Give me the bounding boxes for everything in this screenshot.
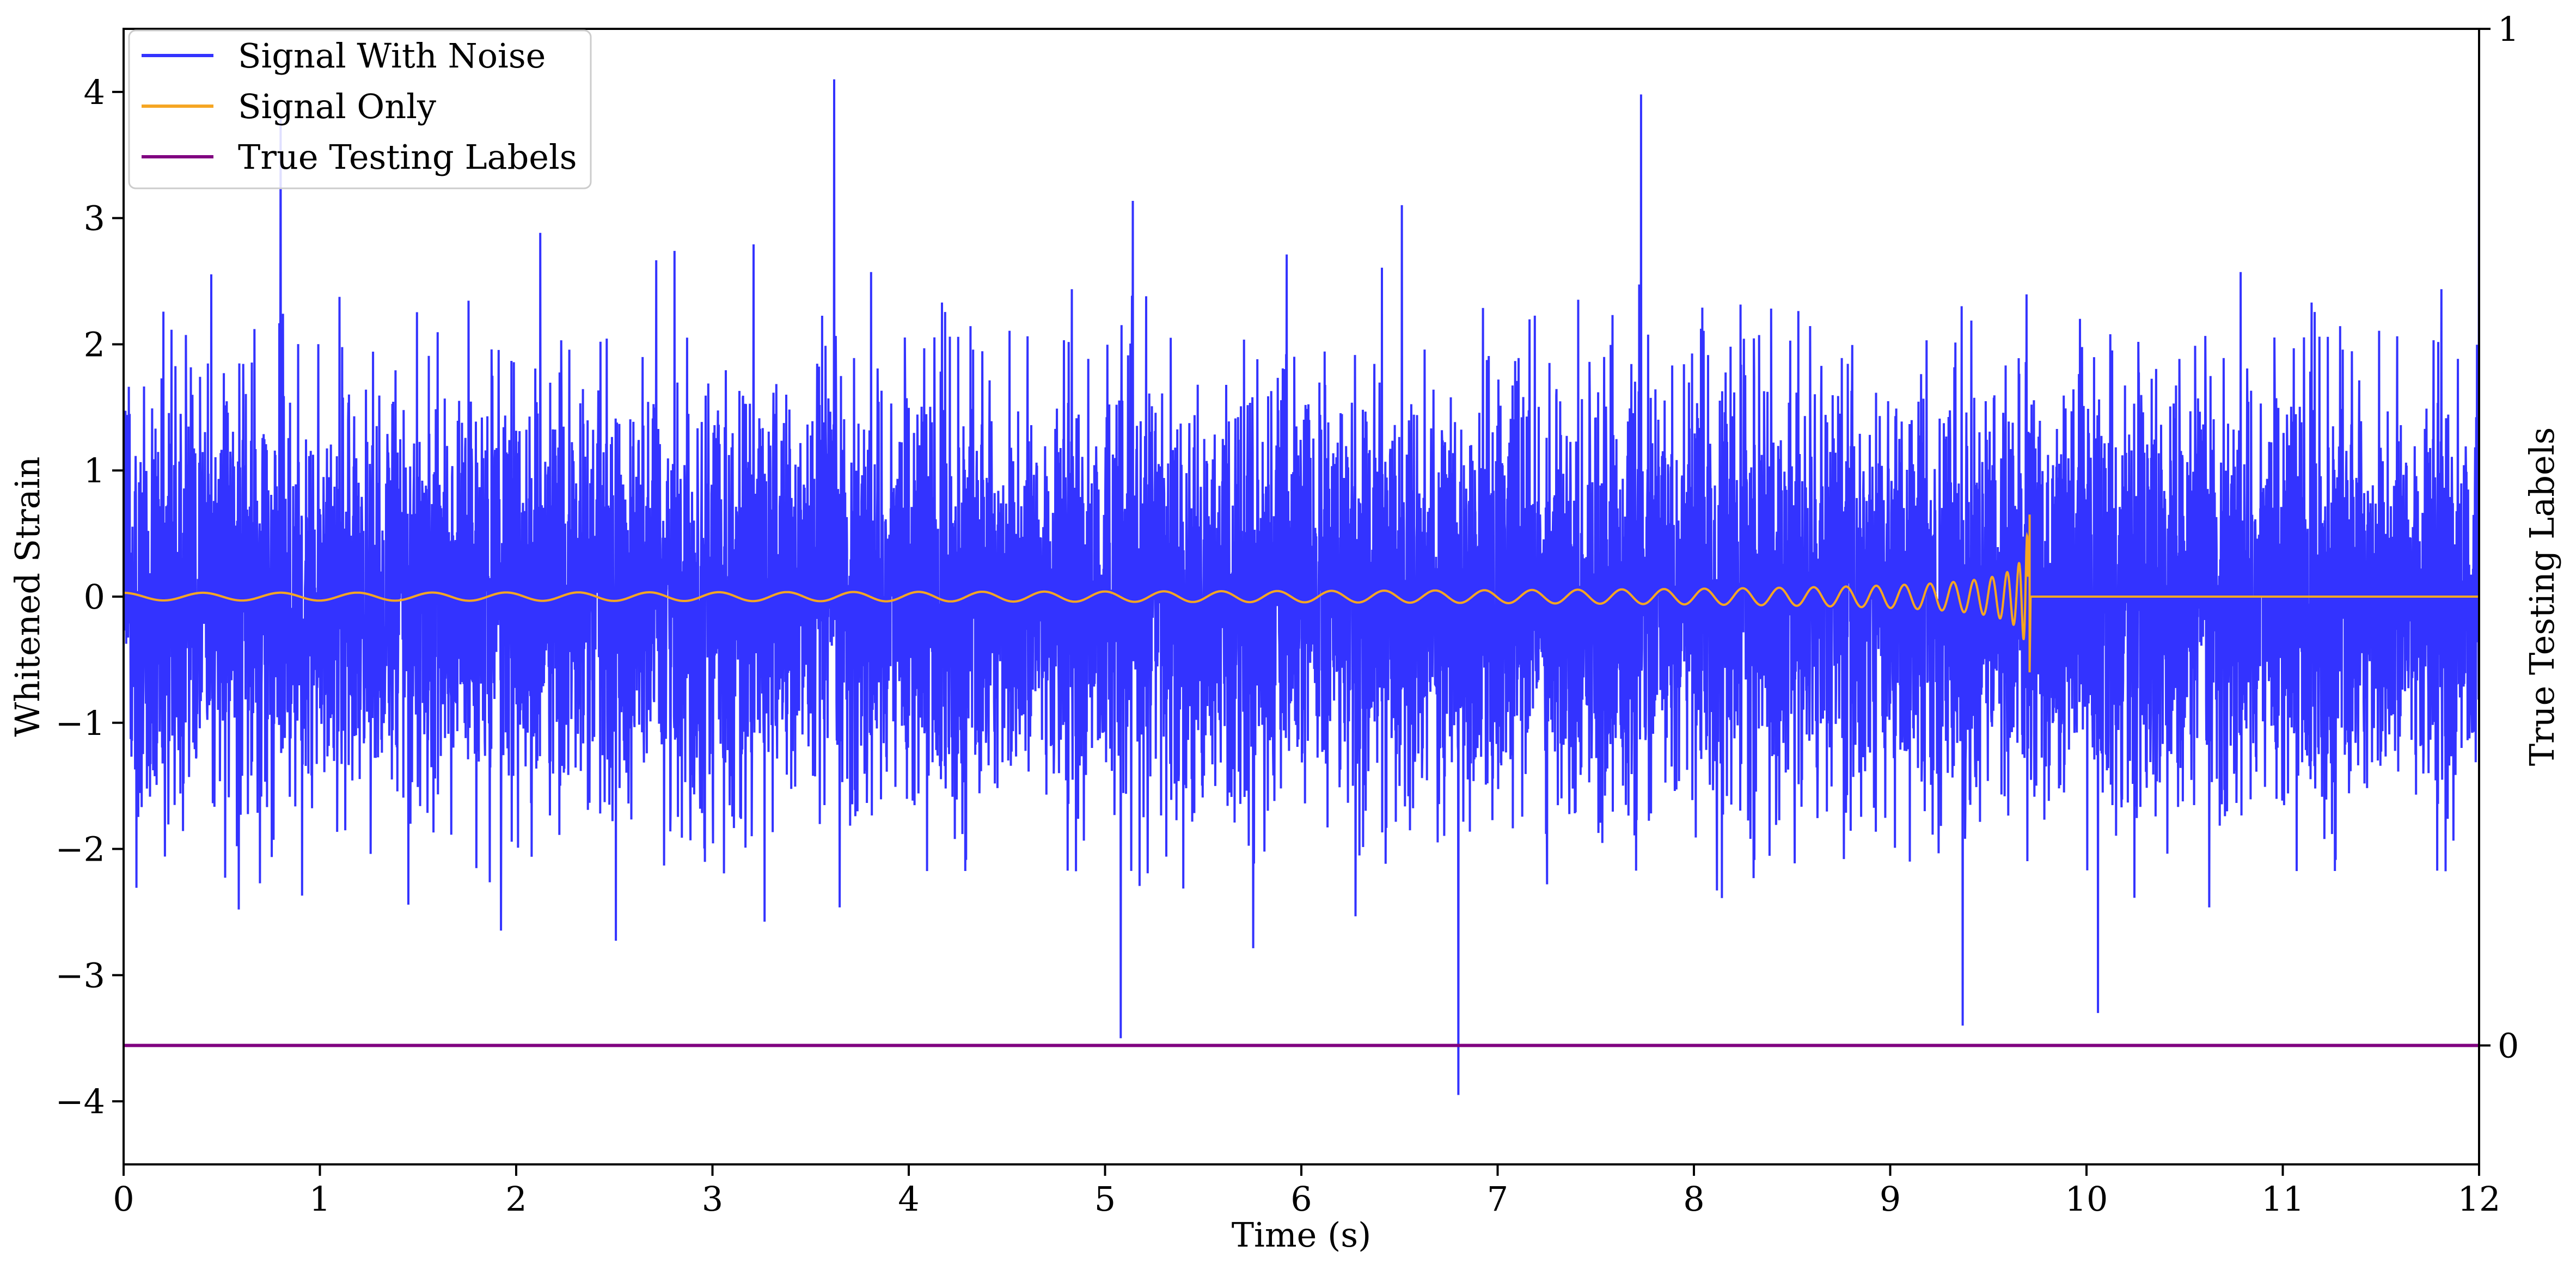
- legend-label-signal-only: Signal Only: [238, 87, 436, 126]
- y-tick-label: −2: [56, 830, 105, 869]
- y-tick-label: 0: [84, 577, 105, 617]
- y2-tick-label: 1: [2498, 9, 2519, 49]
- x-tick-label: 9: [1880, 1179, 1901, 1219]
- series-signal-with-noise: [124, 66, 2479, 1095]
- legend-label-signal-with-noise: Signal With Noise: [238, 36, 546, 76]
- legend-box: [128, 29, 592, 189]
- legend-label-true-testing-labels: True Testing Labels: [238, 137, 577, 177]
- y-tick-label: 3: [84, 199, 105, 238]
- y-axis-left: 4 3 2 1 0 −1 −2 −3 −4: [56, 72, 124, 1121]
- x-tick-label: 6: [1290, 1179, 1312, 1219]
- x-tick-label: 3: [702, 1179, 723, 1219]
- y-tick-label: −3: [56, 955, 105, 995]
- y-axis-right: 10: [2479, 9, 2519, 1066]
- x-tick-label: 1: [309, 1179, 331, 1219]
- x-tick-label: 5: [1094, 1179, 1116, 1219]
- y-tick-label: −4: [56, 1082, 105, 1121]
- x-tick-label: 7: [1487, 1179, 1508, 1219]
- x-tick-label: 8: [1683, 1179, 1704, 1219]
- y2-axis-label: True Testing Labels: [2522, 427, 2562, 766]
- y-tick-label: 1: [84, 451, 105, 490]
- plot-area: [124, 66, 2479, 1095]
- y-tick-label: 4: [84, 72, 105, 112]
- legend: Signal With Noise Signal Only True Testi…: [128, 29, 592, 189]
- y2-tick-label: 0: [2498, 1026, 2519, 1066]
- series-signal-only: [124, 514, 2479, 673]
- x-tick-label: 12: [2458, 1179, 2501, 1219]
- y-tick-label: 2: [84, 324, 105, 364]
- y-axis-label: Whitened Strain: [8, 457, 47, 737]
- x-tick-label: 0: [113, 1179, 134, 1219]
- x-tick-label: 4: [898, 1179, 919, 1219]
- x-axis-label: Time (s): [1232, 1215, 1372, 1255]
- x-axis: 0 1 2 3 4 5 6 7 8 9 10 11 12: [113, 1164, 2500, 1219]
- x-tick-label: 11: [2261, 1179, 2304, 1219]
- y-tick-label: −1: [56, 703, 105, 743]
- x-tick-label: 10: [2065, 1179, 2108, 1219]
- x-tick-label: 2: [505, 1179, 527, 1219]
